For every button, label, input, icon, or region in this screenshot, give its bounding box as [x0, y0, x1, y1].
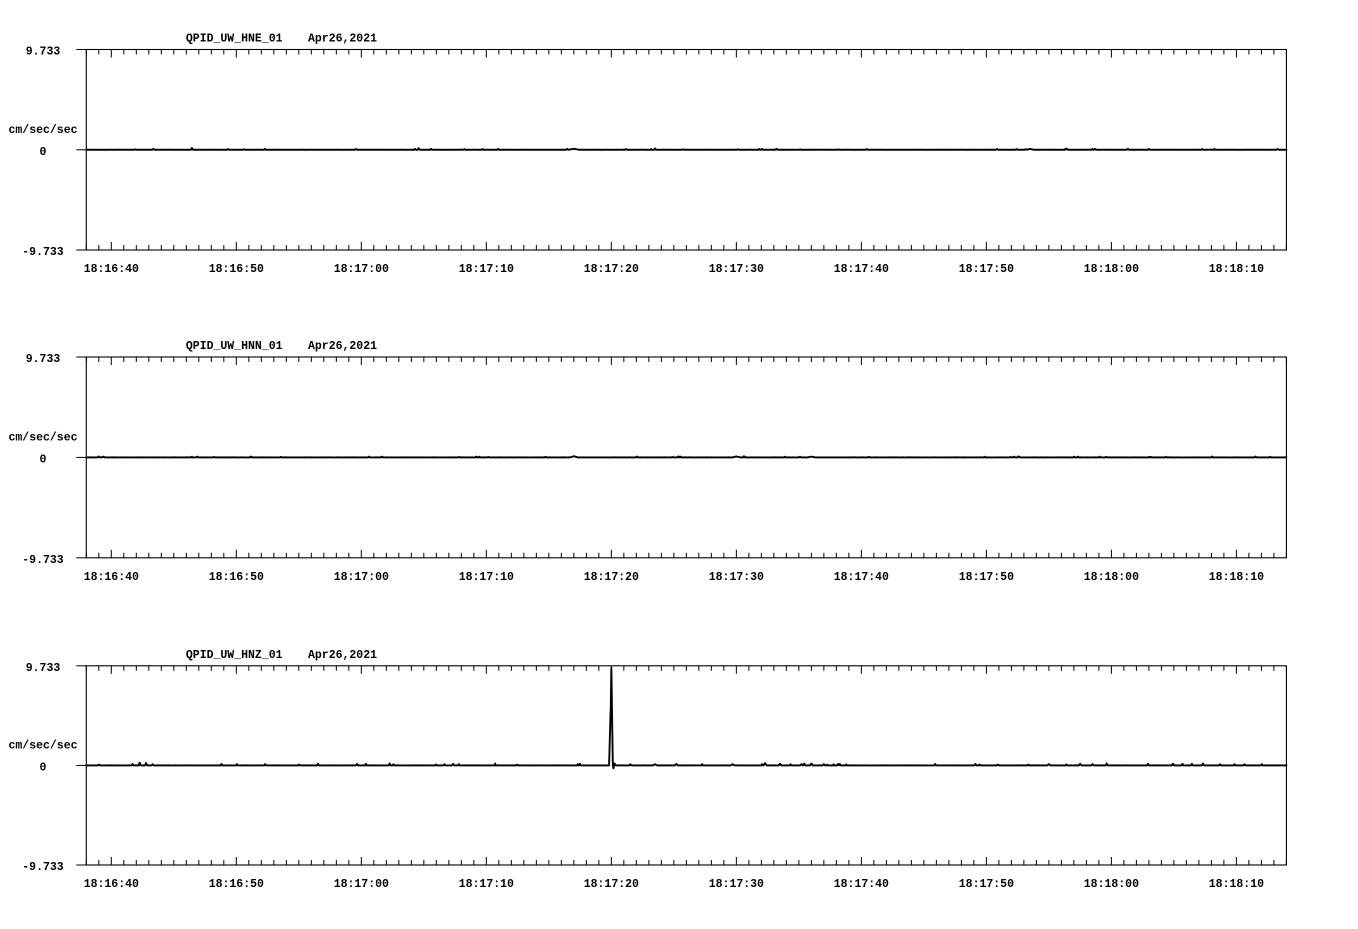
- svg-text:18:16:40: 18:16:40: [84, 878, 139, 891]
- svg-text:18:16:50: 18:16:50: [209, 263, 264, 276]
- svg-text:18:18:00: 18:18:00: [1084, 263, 1139, 276]
- svg-text:Apr26,2021: Apr26,2021: [308, 340, 377, 353]
- svg-text:18:16:50: 18:16:50: [209, 878, 264, 891]
- svg-text:cm/sec/sec: cm/sec/sec: [8, 431, 77, 444]
- svg-text:18:17:50: 18:17:50: [959, 571, 1014, 584]
- svg-text:18:18:00: 18:18:00: [1084, 571, 1139, 584]
- svg-text:9.733: 9.733: [26, 662, 61, 675]
- svg-text:18:17:20: 18:17:20: [584, 571, 639, 584]
- svg-text:18:18:10: 18:18:10: [1209, 878, 1264, 891]
- svg-text:9.733: 9.733: [26, 46, 61, 59]
- svg-text:0: 0: [40, 146, 47, 159]
- svg-text:18:17:40: 18:17:40: [834, 571, 889, 584]
- svg-text:cm/sec/sec: cm/sec/sec: [8, 124, 77, 137]
- svg-text:QPID_UW_HNE_01: QPID_UW_HNE_01: [186, 33, 283, 46]
- svg-text:-9.733: -9.733: [22, 246, 64, 259]
- svg-text:18:18:10: 18:18:10: [1209, 263, 1264, 276]
- svg-text:18:17:10: 18:17:10: [459, 571, 514, 584]
- svg-text:18:18:00: 18:18:00: [1084, 878, 1139, 891]
- svg-text:18:17:30: 18:17:30: [709, 878, 764, 891]
- svg-text:18:16:40: 18:16:40: [84, 571, 139, 584]
- svg-text:18:17:20: 18:17:20: [584, 263, 639, 276]
- svg-text:9.733: 9.733: [26, 353, 61, 366]
- svg-text:18:17:00: 18:17:00: [334, 878, 389, 891]
- svg-text:Apr26,2021: Apr26,2021: [308, 649, 377, 662]
- svg-text:-9.733: -9.733: [22, 861, 64, 874]
- svg-text:18:17:20: 18:17:20: [584, 878, 639, 891]
- svg-text:18:17:50: 18:17:50: [959, 878, 1014, 891]
- svg-text:18:17:40: 18:17:40: [834, 263, 889, 276]
- svg-text:cm/sec/sec: cm/sec/sec: [8, 739, 77, 752]
- svg-text:18:17:00: 18:17:00: [334, 571, 389, 584]
- svg-text:18:17:10: 18:17:10: [459, 878, 514, 891]
- svg-text:QPID_UW_HNZ_01: QPID_UW_HNZ_01: [186, 649, 283, 662]
- svg-text:0: 0: [40, 453, 47, 466]
- svg-text:Apr26,2021: Apr26,2021: [308, 33, 377, 46]
- svg-text:18:17:30: 18:17:30: [709, 571, 764, 584]
- svg-text:-9.733: -9.733: [22, 554, 64, 567]
- svg-text:18:17:00: 18:17:00: [334, 263, 389, 276]
- svg-text:QPID_UW_HNN_01: QPID_UW_HNN_01: [186, 340, 283, 353]
- svg-text:0: 0: [40, 761, 47, 774]
- svg-text:18:16:40: 18:16:40: [84, 263, 139, 276]
- svg-text:18:18:10: 18:18:10: [1209, 571, 1264, 584]
- svg-text:18:17:10: 18:17:10: [459, 263, 514, 276]
- svg-text:18:16:50: 18:16:50: [209, 571, 264, 584]
- svg-text:18:17:50: 18:17:50: [959, 263, 1014, 276]
- svg-text:18:17:30: 18:17:30: [709, 263, 764, 276]
- svg-text:18:17:40: 18:17:40: [834, 878, 889, 891]
